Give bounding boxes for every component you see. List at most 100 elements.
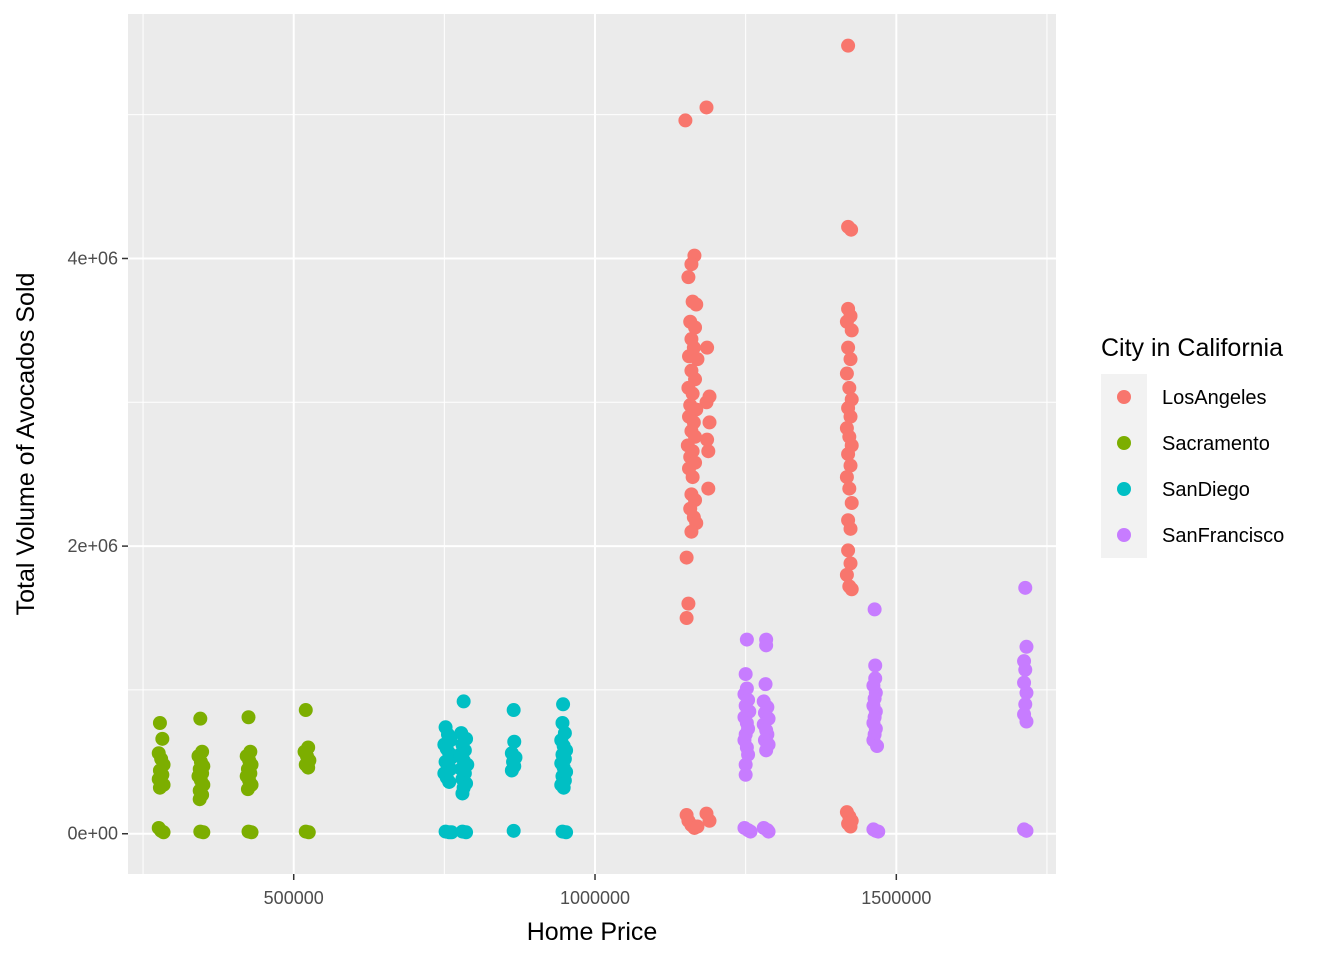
y-axis-title: Total Volume of Avocados Sold bbox=[12, 273, 40, 616]
data-point bbox=[738, 767, 753, 782]
data-point bbox=[556, 780, 571, 795]
data-point bbox=[1019, 714, 1034, 729]
data-point bbox=[843, 819, 858, 834]
data-point bbox=[839, 470, 854, 485]
data-point bbox=[155, 731, 170, 746]
data-point bbox=[506, 703, 521, 718]
data-point bbox=[679, 611, 694, 626]
data-point bbox=[843, 458, 858, 473]
data-point bbox=[444, 825, 459, 840]
data-point bbox=[1018, 662, 1033, 677]
legend-title: City in California bbox=[1101, 334, 1283, 362]
data-point bbox=[459, 825, 474, 840]
data-point bbox=[841, 340, 856, 355]
data-point bbox=[298, 703, 313, 718]
plot-panel bbox=[128, 14, 1056, 874]
legend-key-SanDiego bbox=[1117, 482, 1131, 496]
data-point bbox=[868, 658, 883, 673]
data-point bbox=[702, 813, 717, 828]
series-Sacramento bbox=[151, 703, 317, 840]
x-axis-title: Home Price bbox=[527, 918, 658, 946]
data-point bbox=[504, 763, 519, 778]
data-point bbox=[844, 495, 859, 510]
data-point bbox=[152, 780, 167, 795]
data-point bbox=[689, 297, 704, 312]
data-point bbox=[843, 556, 858, 571]
minor-gridlines bbox=[128, 14, 1056, 874]
major-gridlines bbox=[128, 14, 1056, 874]
legend-label-LosAngeles: LosAngeles bbox=[1162, 387, 1267, 409]
data-points bbox=[151, 38, 1034, 840]
data-point bbox=[841, 543, 856, 558]
y-axis: 0e+00 2e+06 4e+06 bbox=[67, 248, 128, 844]
data-point bbox=[701, 481, 716, 496]
data-point bbox=[758, 677, 773, 692]
data-point bbox=[1019, 823, 1034, 838]
data-point bbox=[684, 257, 699, 272]
data-point bbox=[506, 823, 521, 838]
legend-label-SanFrancisco: SanFrancisco bbox=[1162, 525, 1284, 547]
data-point bbox=[842, 481, 857, 496]
data-point bbox=[152, 715, 167, 730]
series-SanDiego bbox=[437, 694, 574, 840]
data-point bbox=[839, 567, 854, 582]
data-point bbox=[699, 100, 714, 115]
y-tick-label: 2e+06 bbox=[67, 536, 118, 556]
data-point bbox=[701, 444, 716, 459]
data-point bbox=[843, 352, 858, 367]
data-point bbox=[442, 774, 457, 789]
x-tick-label: 1000000 bbox=[560, 888, 630, 908]
data-point bbox=[556, 697, 571, 712]
data-point bbox=[684, 524, 699, 539]
data-point bbox=[196, 825, 211, 840]
data-point bbox=[456, 694, 471, 709]
data-point bbox=[843, 521, 858, 536]
data-point bbox=[685, 470, 700, 485]
data-point bbox=[681, 596, 696, 611]
data-point bbox=[842, 380, 857, 395]
series-SanFrancisco bbox=[737, 580, 1034, 839]
data-point bbox=[839, 366, 854, 381]
data-point bbox=[759, 638, 774, 653]
legend-key-Sacramento bbox=[1117, 436, 1131, 450]
data-point bbox=[870, 739, 885, 754]
data-point bbox=[301, 760, 316, 775]
data-point bbox=[688, 320, 703, 335]
data-point bbox=[559, 825, 574, 840]
data-point bbox=[1019, 685, 1034, 700]
data-point bbox=[841, 38, 856, 53]
data-point bbox=[844, 582, 859, 597]
x-axis: 500000 1000000 1500000 bbox=[264, 874, 931, 908]
data-point bbox=[738, 667, 753, 682]
data-point bbox=[844, 222, 859, 237]
y-tick-label: 0e+00 bbox=[67, 824, 118, 844]
y-tick-label: 4e+06 bbox=[67, 248, 118, 268]
data-point bbox=[844, 323, 859, 338]
legend-label-SanDiego: SanDiego bbox=[1162, 479, 1250, 501]
data-point bbox=[681, 270, 696, 285]
series-LosAngeles bbox=[678, 38, 859, 835]
data-point bbox=[843, 409, 858, 424]
data-point bbox=[1018, 580, 1033, 595]
data-point bbox=[679, 550, 694, 565]
data-point bbox=[743, 824, 758, 839]
data-point bbox=[739, 632, 754, 647]
data-point bbox=[871, 824, 886, 839]
data-point bbox=[700, 340, 715, 355]
data-point bbox=[156, 825, 171, 840]
data-point bbox=[507, 734, 522, 749]
data-point bbox=[738, 757, 753, 772]
data-point bbox=[761, 824, 776, 839]
data-point bbox=[841, 447, 856, 462]
data-point bbox=[1019, 639, 1034, 654]
data-point bbox=[700, 432, 715, 447]
legend-label-Sacramento: Sacramento bbox=[1162, 433, 1270, 455]
legend: City in California LosAngeles Sacramento S… bbox=[1101, 334, 1284, 558]
data-point bbox=[678, 113, 693, 128]
data-point bbox=[685, 386, 700, 401]
data-point bbox=[759, 743, 774, 758]
data-point bbox=[690, 352, 705, 367]
legend-key-LosAngeles bbox=[1117, 390, 1131, 404]
x-tick-label: 1500000 bbox=[861, 888, 931, 908]
